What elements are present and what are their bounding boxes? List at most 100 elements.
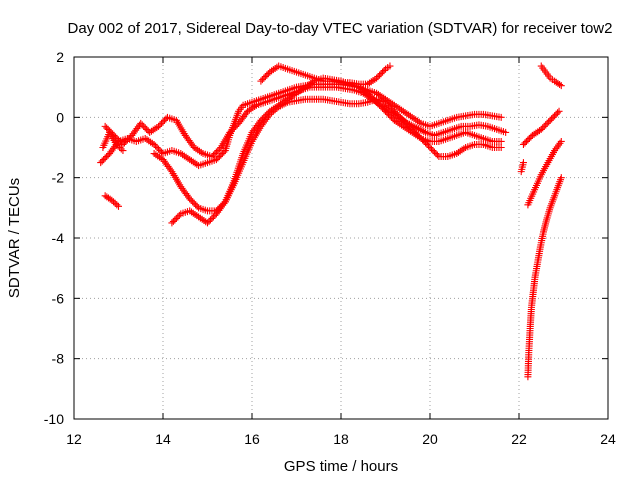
data-point-marker: [364, 80, 372, 88]
data-point-marker: [155, 145, 163, 153]
data-point-marker: [379, 68, 387, 76]
series-markers: [97, 62, 565, 381]
data-point-marker: [398, 106, 406, 114]
data-point-marker: [180, 152, 188, 160]
data-point-marker: [192, 145, 200, 153]
data-point-marker: [155, 122, 163, 130]
data-point-marker: [414, 117, 422, 125]
data-point-marker: [377, 70, 385, 78]
data-point-marker: [152, 142, 160, 150]
data-point-marker: [399, 116, 407, 124]
data-point-marker: [190, 199, 198, 207]
data-point-marker: [285, 94, 293, 102]
data-point-marker: [98, 157, 106, 165]
data-point-marker: [291, 90, 299, 98]
data-point-marker: [214, 154, 222, 162]
data-point-marker: [193, 202, 201, 210]
data-point-marker: [174, 213, 182, 221]
series-track-7: [99, 128, 127, 155]
data-point-marker: [415, 133, 423, 141]
data-point-marker: [186, 156, 194, 164]
data-point-marker: [218, 150, 226, 158]
data-point-marker: [111, 199, 119, 207]
data-point-marker: [556, 81, 564, 89]
data-point-marker: [258, 76, 266, 84]
data-point-marker: [149, 126, 157, 134]
data-point-marker: [543, 119, 551, 127]
data-point-marker: [552, 110, 560, 118]
data-point-marker: [387, 113, 395, 121]
data-point-marker: [454, 148, 462, 156]
data-point-marker: [117, 145, 125, 153]
data-point-marker: [103, 153, 111, 161]
data-point-marker: [458, 146, 466, 154]
data-point-marker: [212, 156, 220, 164]
chart-title: Day 002 of 2017, Sidereal Day-to-day VTE…: [68, 20, 613, 37]
data-point-marker: [175, 211, 183, 219]
data-point-marker: [398, 121, 406, 129]
data-point-marker: [143, 125, 151, 133]
data-point-marker: [187, 157, 195, 165]
series-track-3: [150, 95, 505, 215]
data-point-marker: [524, 136, 532, 144]
data-point-marker: [460, 145, 468, 153]
data-point-marker: [416, 126, 424, 134]
data-point-marker: [160, 116, 168, 124]
data-point-marker: [360, 87, 368, 95]
data-point-marker: [380, 67, 388, 75]
data-point-marker: [101, 154, 109, 162]
data-point-marker: [191, 159, 199, 167]
data-point-marker: [146, 128, 154, 136]
data-point-marker: [271, 104, 279, 112]
data-point-marker: [410, 115, 418, 123]
data-point-marker: [296, 87, 304, 95]
data-point-marker: [191, 210, 199, 218]
data-point-marker: [141, 124, 149, 132]
data-point-marker: [268, 67, 276, 75]
data-point-marker: [103, 124, 111, 132]
data-point-marker: [155, 153, 163, 161]
data-point-marker: [384, 101, 392, 109]
data-point-marker: [116, 144, 124, 151]
data-point-marker: [209, 213, 217, 221]
data-point-marker: [399, 122, 407, 130]
data-point-marker: [525, 134, 533, 142]
data-point-marker: [100, 156, 108, 164]
data-point-marker: [389, 106, 397, 114]
data-point-marker: [294, 88, 302, 96]
data-point-marker: [249, 104, 257, 112]
data-point-marker: [214, 147, 222, 155]
data-point-marker: [358, 86, 366, 94]
data-point-marker: [186, 207, 194, 215]
data-point-marker: [521, 139, 529, 147]
data-point-marker: [406, 127, 414, 135]
data-point-marker: [159, 118, 167, 126]
data-point-marker: [519, 140, 527, 148]
data-point-marker: [412, 131, 420, 139]
data-point-marker: [273, 102, 281, 110]
data-point-marker: [260, 113, 268, 121]
data-point-marker: [405, 111, 413, 119]
series-track-5: [257, 62, 394, 88]
data-point-marker: [97, 159, 105, 167]
data-point-marker: [261, 73, 269, 81]
data-point-marker: [551, 112, 559, 120]
data-point-marker: [367, 92, 375, 100]
data-point-marker: [390, 107, 398, 115]
data-point-marker: [376, 71, 384, 79]
data-point-marker: [392, 102, 400, 110]
data-point-marker: [410, 130, 418, 138]
data-point-marker: [187, 208, 195, 216]
data-point-marker: [276, 100, 284, 108]
data-point-marker: [300, 84, 308, 92]
data-point-marker: [430, 148, 438, 156]
y-tick-label: -2: [52, 170, 65, 186]
data-point-marker: [537, 125, 545, 133]
data-point-marker: [548, 115, 556, 123]
data-point-marker: [143, 136, 151, 144]
data-point-marker: [386, 103, 394, 111]
data-point-marker: [244, 107, 252, 115]
data-point-marker: [187, 196, 195, 204]
data-point-marker: [376, 101, 384, 109]
data-point-marker: [415, 118, 423, 126]
